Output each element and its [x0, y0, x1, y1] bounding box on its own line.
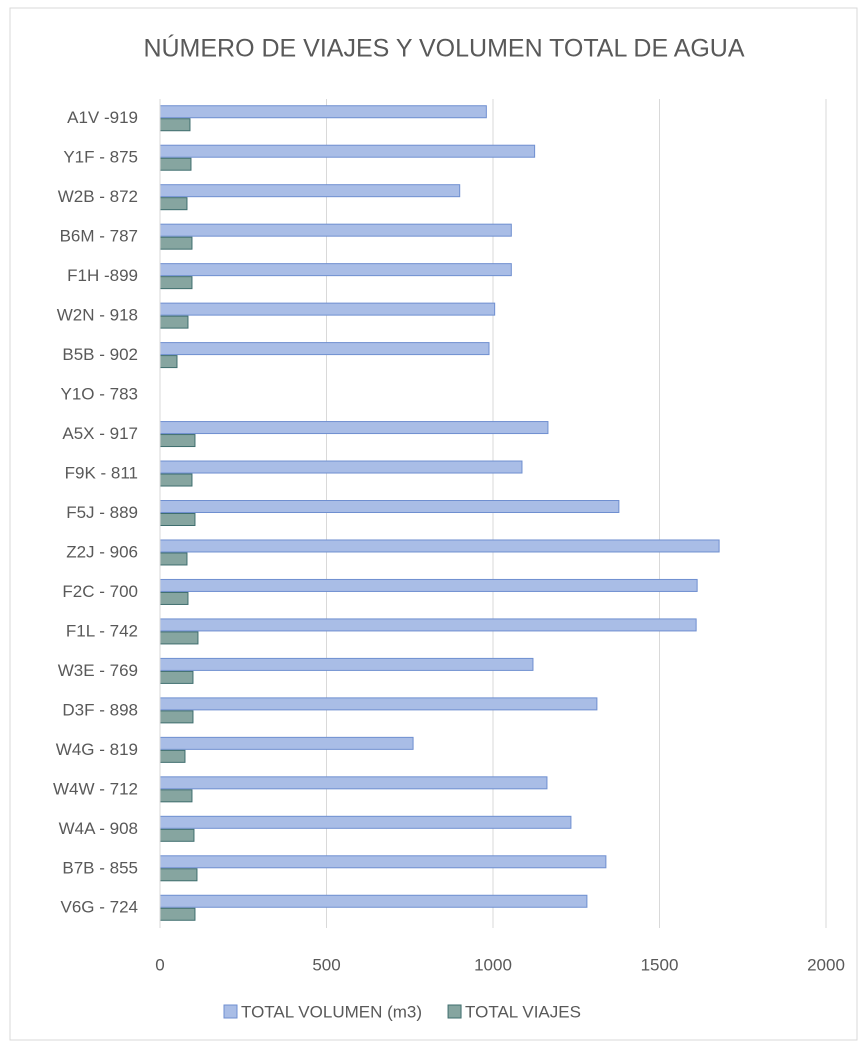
bar [159, 657, 534, 671]
bar [159, 144, 536, 158]
y-tick-label: W2N - 918 [57, 306, 138, 325]
bar [159, 434, 196, 448]
bar [159, 355, 178, 369]
x-tick-label: 0 [155, 955, 164, 974]
bar [159, 276, 193, 290]
bar [159, 105, 487, 119]
y-tick-label: A5X - 917 [62, 424, 138, 443]
bar [159, 591, 189, 605]
bar [159, 815, 572, 829]
bar [159, 552, 188, 566]
y-tick-label: Y1F - 875 [63, 148, 138, 167]
y-tick-label: W2B - 872 [58, 187, 138, 206]
y-tick-label: W4A - 908 [59, 819, 138, 838]
y-tick-label: W3E - 769 [58, 661, 138, 680]
y-tick-label: F9K - 811 [65, 464, 138, 483]
x-tick-label: 500 [312, 955, 340, 974]
y-tick-label: F2C - 700 [62, 582, 138, 601]
bar [159, 670, 194, 684]
bar [159, 776, 548, 790]
bar [159, 907, 196, 921]
x-tick-label: 2000 [807, 955, 845, 974]
bar [159, 578, 698, 592]
bar [159, 460, 523, 474]
x-tick-label: 1000 [474, 955, 512, 974]
bar [159, 223, 512, 237]
bar [159, 197, 188, 211]
bar [159, 315, 189, 329]
y-tick-label: A1V -919 [67, 108, 138, 127]
legend-swatch [447, 1004, 462, 1019]
y-tick-label: D3F - 898 [62, 700, 138, 719]
y-tick-label: F1H -899 [67, 266, 138, 285]
x-tick-label: 1500 [641, 955, 679, 974]
bar [159, 631, 199, 645]
bar [159, 618, 697, 632]
bar [159, 789, 193, 803]
bar [159, 263, 512, 277]
y-tick-label: W4G - 819 [56, 740, 138, 759]
bar [159, 539, 720, 553]
y-tick-label: F5J - 889 [66, 503, 138, 522]
legend-label: TOTAL VOLUMEN (m3) [241, 1002, 422, 1021]
y-tick-label: V6G - 724 [61, 898, 139, 917]
bar [159, 868, 198, 882]
y-tick-label: F1L - 742 [66, 621, 138, 640]
bar [159, 697, 598, 711]
bar [159, 184, 461, 198]
y-tick-label: Z2J - 906 [66, 542, 138, 561]
bar [159, 500, 620, 513]
bar [159, 894, 588, 908]
bar [159, 157, 192, 171]
legend-swatch [223, 1004, 238, 1019]
bar [159, 736, 414, 750]
y-tick-label: B7B - 855 [62, 858, 138, 877]
bar [159, 118, 191, 132]
bar [159, 473, 193, 487]
y-tick-label: Y1O - 783 [61, 385, 139, 404]
bar [159, 710, 194, 724]
bar [159, 421, 549, 435]
bar [159, 749, 186, 763]
y-tick-label: B5B - 902 [62, 345, 138, 364]
bar [159, 342, 490, 356]
y-tick-label: B6M - 787 [60, 227, 138, 246]
legend-label: TOTAL VIAJES [465, 1002, 581, 1021]
y-tick-label: W4W - 712 [53, 779, 138, 798]
chart-title: NÚMERO DE VIAJES Y VOLUMEN TOTAL DE AGUA [143, 34, 744, 63]
bar [159, 828, 195, 842]
bar [159, 513, 196, 526]
bar [159, 302, 496, 316]
bar [159, 855, 607, 869]
bar [159, 236, 193, 250]
